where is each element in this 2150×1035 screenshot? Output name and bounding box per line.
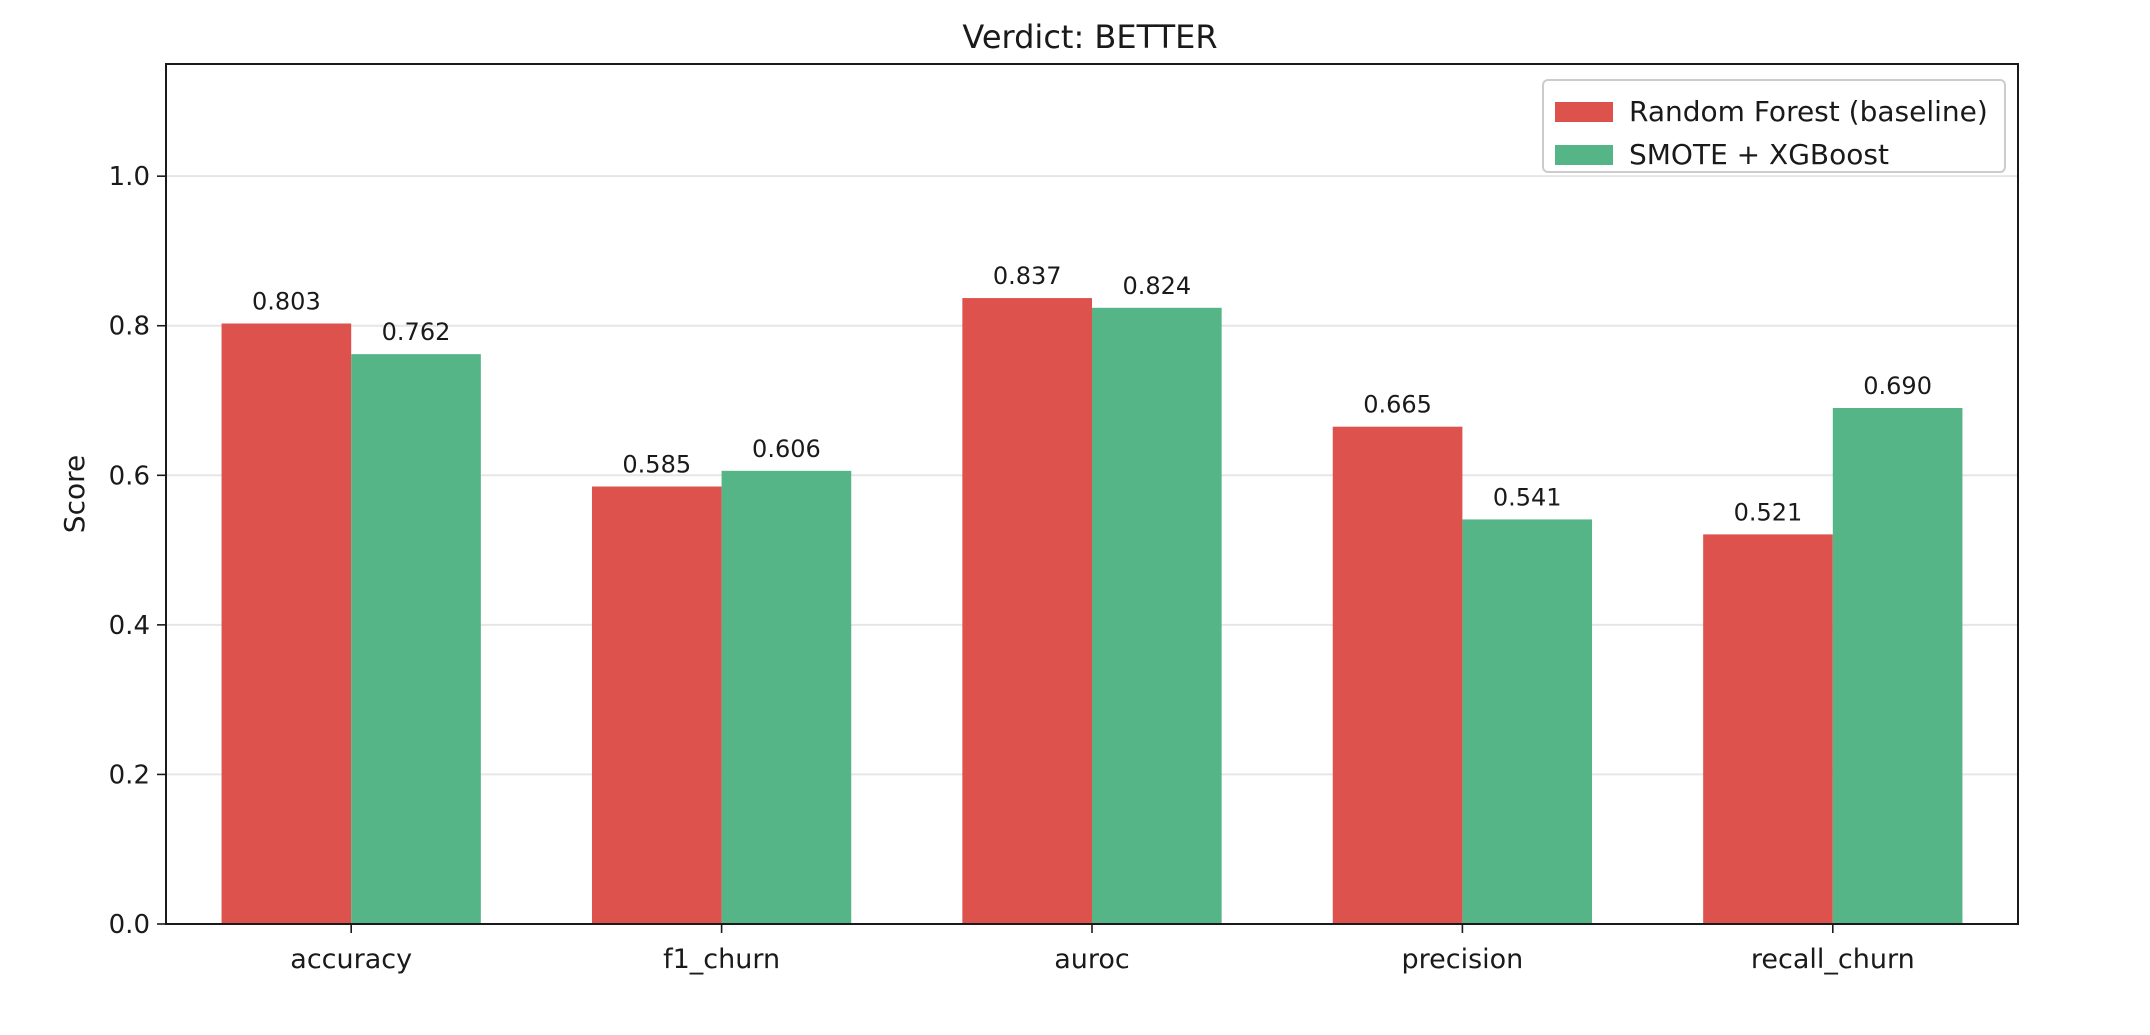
data-label-f1_churn-series-2: 0.606	[752, 435, 821, 463]
y-tick-label: 0.6	[109, 461, 150, 491]
legend-box	[1542, 79, 2006, 173]
data-label-recall_churn-series-2: 0.690	[1863, 372, 1932, 400]
data-label-precision-series-1: 0.665	[1363, 391, 1432, 419]
data-label-accuracy-series-2: 0.762	[382, 318, 451, 346]
bar-f1_churn-series-2	[721, 470, 852, 924]
bars	[221, 298, 1963, 925]
data-label-auroc-series-2: 0.824	[1122, 272, 1191, 300]
legend-swatch-series-1	[1555, 102, 1613, 122]
y-tick-label: 0.2	[109, 760, 150, 790]
bar-accuracy-series-1	[221, 323, 352, 924]
x-tick-label: auroc	[1054, 944, 1130, 975]
legend-swatch-series-2	[1555, 145, 1613, 165]
legend: Random Forest (baseline) SMOTE + XGBoost	[1542, 79, 2006, 173]
legend-label-series-2: SMOTE + XGBoost	[1629, 138, 1889, 171]
bar-precision-series-1	[1332, 426, 1463, 924]
plot-frame	[165, 63, 2019, 925]
bar-recall_churn-series-1	[1703, 534, 1833, 924]
y-tick-label: 0.0	[109, 910, 150, 940]
data-label-f1_churn-series-1: 0.585	[622, 451, 691, 479]
bar-auroc-series-2	[1092, 307, 1222, 925]
data-label-precision-series-2: 0.541	[1493, 483, 1562, 511]
data-label-auroc-series-1: 0.837	[993, 262, 1062, 290]
x-tick-label: recall_churn	[1751, 944, 1915, 975]
x-tick-label: f1_churn	[663, 944, 780, 975]
bar-recall_churn-series-2	[1832, 408, 1963, 924]
bar-f1_churn-series-1	[591, 486, 722, 924]
x-tick-label: precision	[1401, 944, 1523, 975]
x-tick-label: accuracy	[290, 944, 412, 975]
y-tick-label: 1.0	[109, 162, 150, 192]
axes: 0.0 0.2 0.4 0.6 0.8 1.0 accuracy f1_churn auroc p…	[109, 63, 2019, 975]
data-label-recall_churn-series-1: 0.521	[1734, 498, 1803, 526]
legend-label-series-1: Random Forest (baseline)	[1629, 95, 1988, 128]
bar-precision-series-2	[1462, 519, 1593, 924]
y-axis-label: Score	[58, 455, 91, 533]
y-tick-label: 0.8	[109, 312, 150, 342]
data-labels: 0.803 0.762 0.585 0.606 0.837 0.824 0.665 0.541…	[252, 262, 1932, 526]
y-tick-label: 0.4	[109, 611, 150, 641]
bar-auroc-series-1	[962, 298, 1092, 924]
chart-title: Verdict: BETTER	[962, 18, 1217, 56]
data-label-accuracy-series-1: 0.803	[252, 287, 321, 315]
bar-accuracy-series-2	[351, 354, 481, 925]
